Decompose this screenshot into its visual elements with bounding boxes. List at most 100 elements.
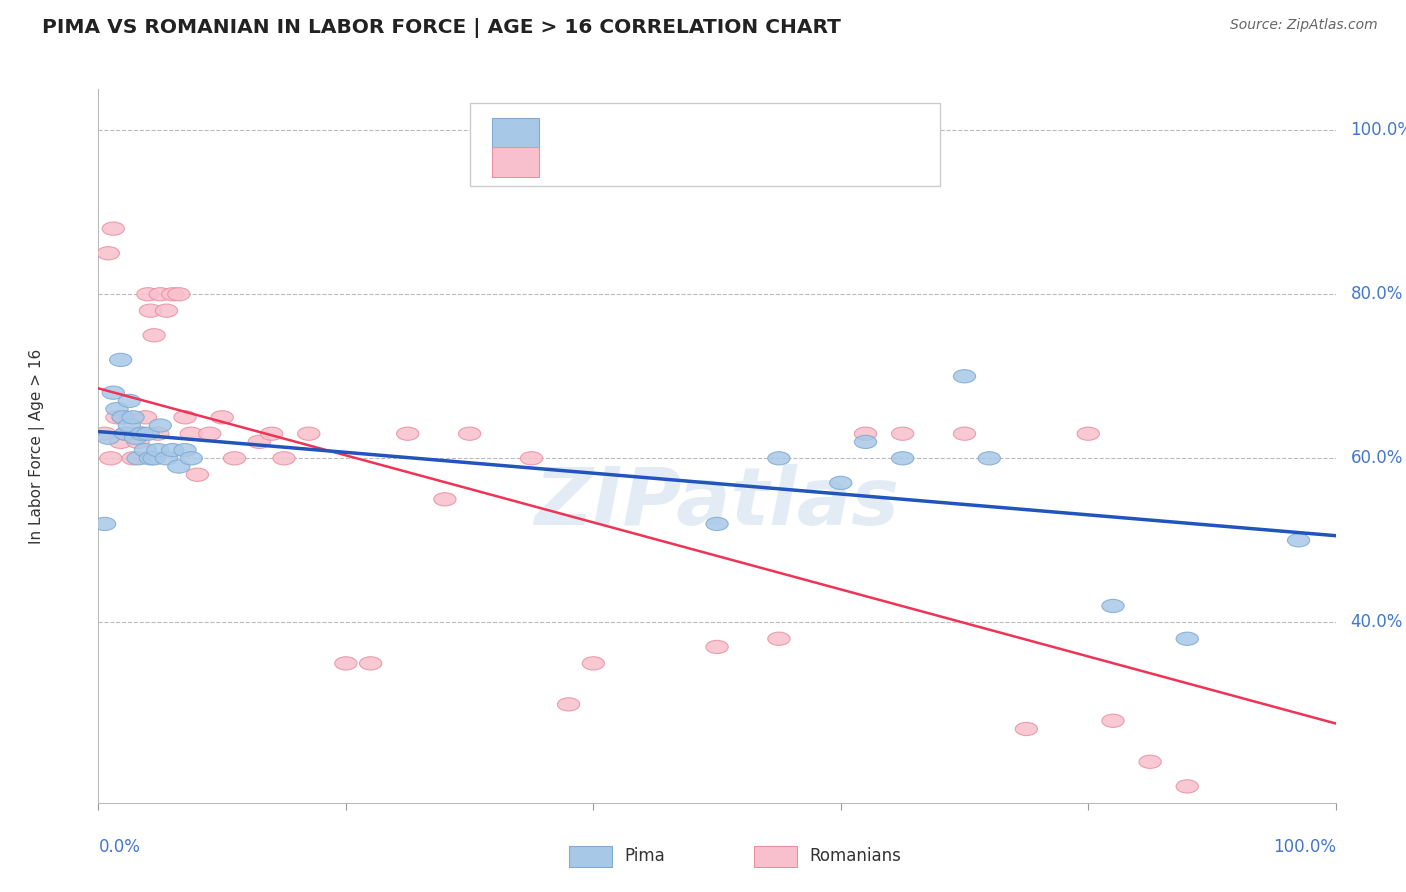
Text: 100.0%: 100.0%: [1351, 121, 1406, 139]
Text: N =: N =: [765, 153, 803, 171]
Ellipse shape: [174, 410, 197, 424]
Ellipse shape: [224, 451, 246, 465]
Ellipse shape: [112, 410, 135, 424]
Ellipse shape: [1288, 533, 1310, 547]
Ellipse shape: [146, 427, 169, 441]
Ellipse shape: [135, 410, 156, 424]
Ellipse shape: [97, 247, 120, 260]
Text: 80.0%: 80.0%: [1351, 285, 1403, 303]
Ellipse shape: [114, 427, 136, 441]
Ellipse shape: [167, 460, 190, 473]
Ellipse shape: [114, 427, 136, 441]
Ellipse shape: [139, 304, 162, 318]
Ellipse shape: [1175, 632, 1198, 645]
Ellipse shape: [891, 451, 914, 465]
Ellipse shape: [127, 435, 149, 449]
Text: 40.0%: 40.0%: [1351, 614, 1403, 632]
Ellipse shape: [155, 451, 177, 465]
Ellipse shape: [105, 402, 128, 416]
Ellipse shape: [118, 419, 141, 432]
Text: R =: R =: [561, 153, 598, 171]
Text: 60.0%: 60.0%: [1351, 450, 1403, 467]
Ellipse shape: [105, 410, 128, 424]
Ellipse shape: [186, 468, 208, 482]
Text: 0.0%: 0.0%: [98, 838, 141, 856]
Ellipse shape: [122, 410, 145, 424]
Ellipse shape: [143, 328, 166, 342]
Ellipse shape: [396, 427, 419, 441]
Ellipse shape: [855, 427, 877, 441]
Ellipse shape: [335, 657, 357, 670]
Ellipse shape: [162, 443, 184, 457]
Text: 100.0%: 100.0%: [1272, 838, 1336, 856]
Ellipse shape: [124, 431, 146, 444]
Ellipse shape: [298, 427, 321, 441]
Ellipse shape: [162, 287, 184, 301]
FancyBboxPatch shape: [492, 147, 538, 177]
Ellipse shape: [127, 451, 149, 465]
Ellipse shape: [247, 435, 270, 449]
Ellipse shape: [135, 443, 156, 457]
Text: In Labor Force | Age > 16: In Labor Force | Age > 16: [28, 349, 45, 543]
Ellipse shape: [433, 492, 456, 506]
Ellipse shape: [143, 451, 166, 465]
Ellipse shape: [93, 427, 115, 441]
Ellipse shape: [582, 657, 605, 670]
Ellipse shape: [1102, 714, 1125, 727]
Ellipse shape: [520, 451, 543, 465]
Ellipse shape: [1077, 427, 1099, 441]
Ellipse shape: [124, 427, 146, 441]
Ellipse shape: [103, 386, 124, 400]
Ellipse shape: [260, 427, 283, 441]
Ellipse shape: [360, 657, 382, 670]
Ellipse shape: [768, 632, 790, 645]
Ellipse shape: [118, 394, 141, 408]
Ellipse shape: [1015, 723, 1038, 736]
Text: -0.004: -0.004: [636, 153, 695, 171]
FancyBboxPatch shape: [568, 846, 612, 867]
Ellipse shape: [118, 427, 141, 441]
Ellipse shape: [211, 410, 233, 424]
Text: Source: ZipAtlas.com: Source: ZipAtlas.com: [1230, 18, 1378, 32]
Ellipse shape: [979, 451, 1001, 465]
Text: PIMA VS ROMANIAN IN LABOR FORCE | AGE > 16 CORRELATION CHART: PIMA VS ROMANIAN IN LABOR FORCE | AGE > …: [42, 18, 841, 37]
Ellipse shape: [768, 451, 790, 465]
Ellipse shape: [953, 427, 976, 441]
Ellipse shape: [110, 435, 132, 449]
Text: R =: R =: [561, 124, 598, 142]
Ellipse shape: [97, 431, 120, 444]
Text: -0.413: -0.413: [636, 124, 695, 142]
Ellipse shape: [174, 443, 197, 457]
Ellipse shape: [180, 427, 202, 441]
Ellipse shape: [122, 451, 145, 465]
Ellipse shape: [146, 443, 169, 457]
Ellipse shape: [706, 517, 728, 531]
Ellipse shape: [1175, 780, 1198, 793]
Ellipse shape: [149, 287, 172, 301]
Ellipse shape: [110, 353, 132, 367]
Ellipse shape: [136, 427, 159, 441]
Ellipse shape: [100, 451, 122, 465]
Ellipse shape: [1139, 756, 1161, 768]
Ellipse shape: [155, 304, 177, 318]
FancyBboxPatch shape: [470, 103, 939, 186]
Ellipse shape: [706, 640, 728, 654]
Text: Pima: Pima: [624, 847, 665, 865]
Ellipse shape: [1102, 599, 1125, 613]
Text: Romanians: Romanians: [810, 847, 901, 865]
Ellipse shape: [149, 419, 172, 432]
Ellipse shape: [139, 451, 162, 465]
Ellipse shape: [557, 698, 579, 711]
Ellipse shape: [273, 451, 295, 465]
Ellipse shape: [855, 435, 877, 449]
Text: 50: 50: [839, 153, 862, 171]
Text: 34: 34: [839, 124, 863, 142]
Ellipse shape: [167, 287, 190, 301]
FancyBboxPatch shape: [754, 846, 797, 867]
Ellipse shape: [131, 427, 153, 441]
Text: N =: N =: [765, 124, 803, 142]
Ellipse shape: [112, 410, 135, 424]
Ellipse shape: [180, 451, 202, 465]
Ellipse shape: [93, 517, 115, 531]
Ellipse shape: [136, 287, 159, 301]
